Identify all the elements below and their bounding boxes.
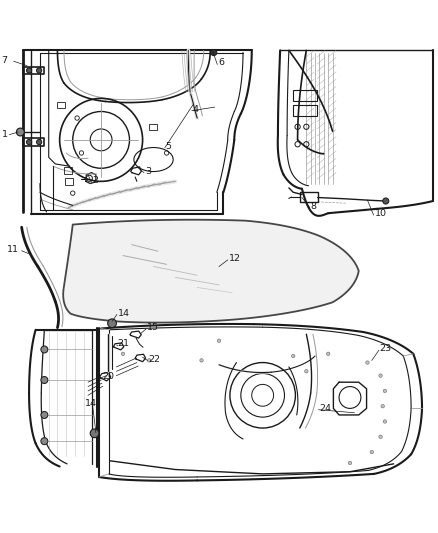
- Circle shape: [16, 128, 24, 136]
- Circle shape: [26, 140, 32, 144]
- Text: 22: 22: [148, 354, 160, 364]
- Text: 8: 8: [311, 202, 317, 211]
- Text: 11: 11: [7, 245, 19, 254]
- Circle shape: [379, 435, 382, 439]
- Circle shape: [41, 438, 48, 445]
- Circle shape: [383, 420, 387, 423]
- Circle shape: [121, 352, 125, 356]
- Text: 14: 14: [85, 399, 96, 408]
- Circle shape: [381, 405, 385, 408]
- Text: 5: 5: [166, 142, 172, 151]
- Circle shape: [366, 361, 369, 364]
- Circle shape: [217, 339, 221, 343]
- Circle shape: [36, 140, 42, 144]
- Text: 14: 14: [118, 309, 130, 318]
- Circle shape: [200, 359, 203, 362]
- Text: 12: 12: [229, 254, 240, 263]
- Circle shape: [148, 359, 151, 362]
- Circle shape: [41, 346, 48, 353]
- Circle shape: [383, 198, 389, 204]
- Circle shape: [211, 50, 217, 55]
- Text: 1: 1: [2, 130, 7, 139]
- Text: 3: 3: [145, 167, 151, 176]
- Circle shape: [90, 429, 99, 438]
- Text: 4: 4: [193, 105, 199, 114]
- Circle shape: [291, 354, 295, 358]
- Polygon shape: [63, 220, 359, 322]
- Text: 20: 20: [102, 372, 114, 381]
- Text: 7: 7: [2, 56, 7, 65]
- Circle shape: [108, 319, 117, 328]
- Circle shape: [26, 68, 32, 73]
- Text: 23: 23: [380, 344, 392, 353]
- Circle shape: [383, 389, 387, 393]
- Circle shape: [379, 374, 382, 377]
- Text: 6: 6: [218, 58, 224, 67]
- Circle shape: [36, 68, 42, 73]
- Circle shape: [348, 461, 352, 465]
- Circle shape: [41, 376, 48, 384]
- Circle shape: [326, 352, 330, 356]
- Text: 10: 10: [374, 209, 386, 218]
- Circle shape: [41, 411, 48, 418]
- Text: 2: 2: [92, 176, 99, 185]
- Text: 15: 15: [147, 323, 159, 332]
- Circle shape: [304, 369, 308, 373]
- Text: 24: 24: [319, 404, 332, 413]
- Text: 21: 21: [118, 340, 130, 348]
- Circle shape: [370, 450, 374, 454]
